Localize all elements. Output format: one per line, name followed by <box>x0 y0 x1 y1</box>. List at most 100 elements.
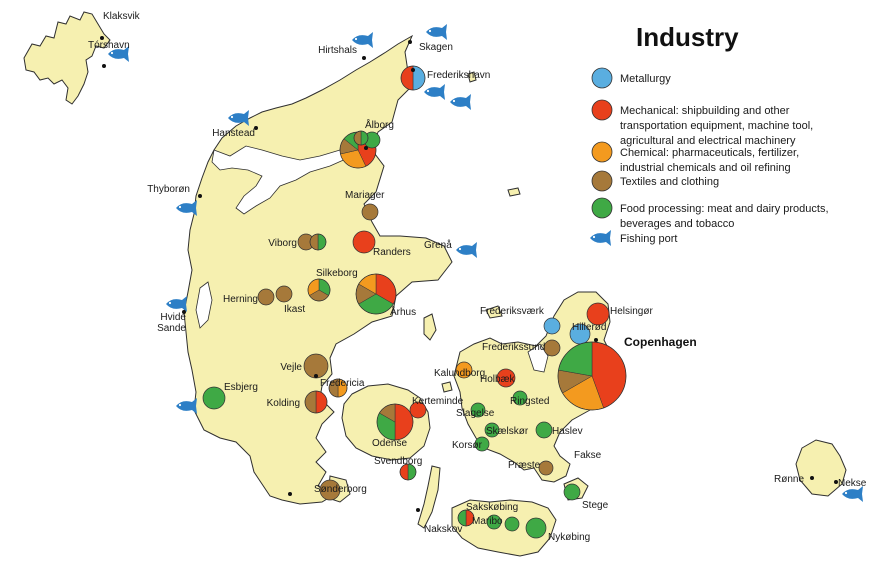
town-dot <box>314 374 318 378</box>
legend-swatch-chemical <box>591 141 613 163</box>
place-label-sakskobing: Sakskøbing <box>466 502 518 513</box>
place-label-mariager: Mariager <box>345 190 385 201</box>
town-dot <box>416 508 420 512</box>
lolland <box>451 499 557 557</box>
limfjord <box>211 145 367 215</box>
place-label-svendborg: Svendborg <box>374 456 422 467</box>
sakskobing-pie <box>457 509 475 527</box>
place-label-nakskov: Nakskov <box>424 524 462 535</box>
stege-food <box>563 483 581 501</box>
maribo-food <box>486 514 502 530</box>
place-label-hirtshals: Hirtshals <box>318 45 357 56</box>
place-label-praeste: Præste <box>508 460 541 471</box>
place-label-grena: Grenå <box>424 239 452 251</box>
place-label-frederikssund: Frederikssund <box>482 342 545 353</box>
kerteminde-mech <box>409 401 427 419</box>
town-dot <box>834 480 838 484</box>
place-label-viborg: Viborg <box>268 238 297 249</box>
place-label-stege: Stege <box>582 500 609 511</box>
fishing-port-icon <box>228 110 249 126</box>
fredericia-pie <box>328 378 348 398</box>
legend-text-food: Food processing: meat and dairy products… <box>620 203 829 215</box>
place-label-holbaek: Holbæk <box>480 374 515 385</box>
place-label-fredericia: Fredericia <box>320 378 365 389</box>
place-label-fakse: Fakse <box>574 450 602 461</box>
fishing-port-icon <box>424 84 445 100</box>
town-dot <box>100 36 104 40</box>
legend-swatch-textiles <box>591 170 613 192</box>
place-label-ikast: Ikast <box>284 304 305 315</box>
place-label-klaksvik: Klaksvik <box>103 11 141 22</box>
legend-swatch-mechanical <box>591 99 613 121</box>
town-dot <box>594 338 598 342</box>
legend-text-chemical: Chemical: pharmaceuticals, fertilizer, <box>620 147 799 159</box>
town-dot <box>182 310 186 314</box>
frederikshavn-pie <box>400 65 426 91</box>
mariager-textile <box>361 203 379 221</box>
legend-text-mechanical: transportation equipment, machine tool, <box>620 120 813 132</box>
place-label-arhus: Århus <box>390 305 416 318</box>
place-label-vejle: Vejle <box>280 362 302 373</box>
place-label-alborg: Ålborg <box>365 118 394 131</box>
legend-text-metallurgy: Metallurgy <box>620 73 671 85</box>
svendborg-pie <box>399 463 417 481</box>
fishing-port-icon <box>108 46 129 62</box>
silkeborg-pie <box>307 278 331 302</box>
fishing-port-icon <box>450 94 471 110</box>
place-labels: Klaksvik Tórshavn Hirtshals Skagen Frederiks… <box>88 11 867 543</box>
kolding-pie <box>304 390 328 414</box>
place-label-maribo: Maribo <box>472 516 503 527</box>
map-title: Industry <box>636 22 739 52</box>
town-dot <box>102 64 106 68</box>
town-dot <box>198 194 202 198</box>
place-label-odense: Odense <box>372 438 407 449</box>
place-label-esbjerg: Esbjerg <box>224 382 258 393</box>
fishing-port-icon <box>352 32 373 48</box>
helsingor-mech <box>586 302 610 326</box>
town-dot <box>362 56 366 60</box>
place-label-hanstead: Hanstead <box>212 128 255 139</box>
legend-swatch-food <box>591 197 613 219</box>
samso <box>423 313 437 341</box>
small-islet <box>485 305 503 319</box>
place-label-kalundborg: Kalundborg <box>434 368 485 379</box>
legend-text-food: beverages and tobacco <box>620 218 734 230</box>
place-label-korsor: Korsør <box>452 440 483 451</box>
small-islet <box>441 381 453 393</box>
place-label-skaelskor: Skælskør <box>486 426 529 437</box>
fishing-port-icon <box>456 242 477 258</box>
copenhagen-pie <box>557 341 627 411</box>
maribo-food2 <box>504 516 520 532</box>
place-label-kolding: Kolding <box>267 398 300 409</box>
place-label-hvide-sande: Hvide Sande <box>157 312 186 334</box>
esbjerg-food <box>202 386 226 410</box>
place-label-kerteminde: Kerteminde <box>412 396 464 407</box>
fishing-port-icon <box>176 200 197 216</box>
place-label-nekso: Nekse <box>838 478 867 489</box>
korsor-food <box>474 436 490 452</box>
place-label-hillerod: Hillerød <box>572 322 606 333</box>
place-label-nykobing: Nykøbing <box>548 532 590 543</box>
place-label-frederikshavn: Frederikshavn <box>427 70 490 81</box>
praeste-textile <box>538 460 554 476</box>
town-dot <box>288 492 292 496</box>
place-label-skagen: Skagen <box>419 42 453 53</box>
skaelskor-food <box>484 422 500 438</box>
legend-swatch-metallurgy <box>591 67 613 89</box>
randers-mech <box>352 230 376 254</box>
fishing-port-icon <box>166 296 187 312</box>
place-label-slagelse: Slagelse <box>456 408 495 419</box>
town-dot <box>254 126 258 130</box>
place-label-sonderborg: Sønderborg <box>314 484 367 495</box>
place-label-haslev: Haslev <box>552 426 583 437</box>
legend-text-chemical: industrial chemicals and oil refining <box>620 162 791 174</box>
town-dot <box>408 40 412 44</box>
town-dot <box>810 476 814 480</box>
town-dot <box>364 146 368 150</box>
place-label-torshavn: Tórshavn <box>88 40 130 51</box>
ringkobing-fjord <box>195 281 213 329</box>
frederikssund-textile <box>543 339 561 357</box>
herning-t2 <box>275 285 293 303</box>
fjords <box>195 145 549 373</box>
herning-t1 <box>257 288 275 306</box>
